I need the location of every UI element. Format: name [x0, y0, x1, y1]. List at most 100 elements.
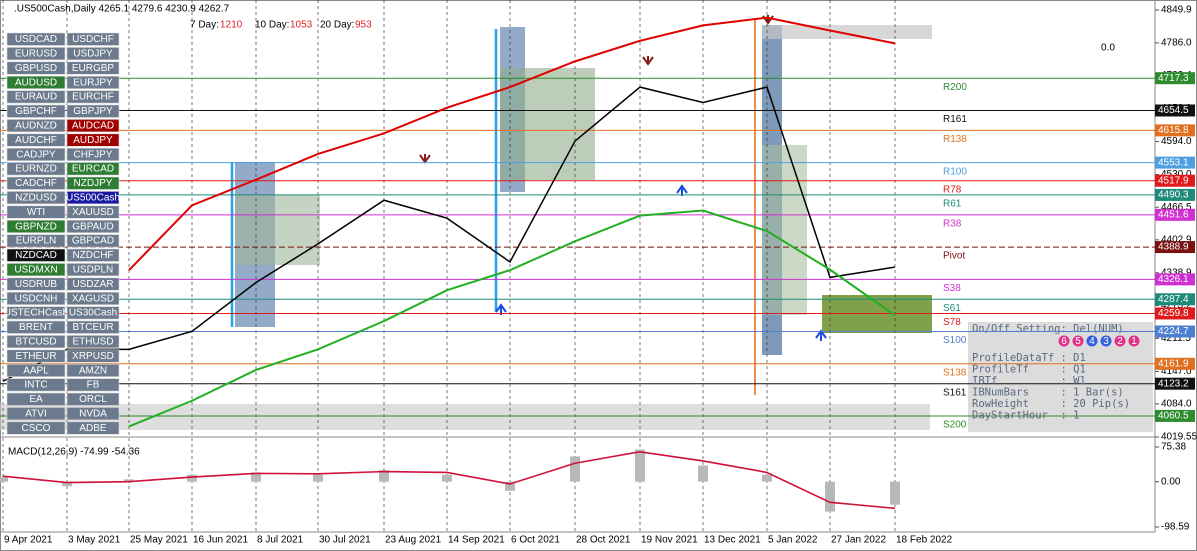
symbol-button[interactable] [66, 133, 120, 147]
symbol-button[interactable] [66, 363, 120, 378]
toggle[interactable] [1086, 335, 1098, 347]
symbol-button[interactable] [6, 421, 66, 435]
symbol-button-label[interactable]: USDPLN [73, 265, 114, 276]
symbol-button-label[interactable]: USDCAD [15, 34, 57, 45]
symbol-button-label[interactable]: ORCL [79, 394, 107, 405]
symbol-button-label[interactable]: BTCEUR [72, 322, 113, 333]
symbol-button[interactable] [6, 363, 66, 378]
symbol-button-label[interactable]: GBPCHF [15, 106, 57, 117]
toggle-label[interactable]: 2 [1117, 336, 1123, 347]
symbol-button[interactable] [6, 306, 66, 320]
symbol-button-label[interactable]: GBPJPY [73, 106, 113, 117]
symbol-button[interactable] [66, 349, 120, 363]
symbol-button[interactable] [66, 47, 120, 61]
symbol-button-label[interactable]: EURCAD [72, 164, 114, 175]
symbol-button[interactable] [6, 219, 66, 233]
symbol-button[interactable] [66, 191, 120, 205]
symbol-button[interactable] [6, 147, 66, 161]
symbol-button[interactable] [6, 349, 66, 363]
symbol-button-label[interactable]: CSCO [22, 423, 51, 434]
symbol-button[interactable] [6, 320, 66, 334]
symbol-button[interactable] [66, 291, 120, 306]
symbol-button[interactable] [66, 104, 120, 118]
symbol-button-label[interactable]: EURAUD [15, 92, 57, 103]
symbol-button-label[interactable]: AMZN [79, 365, 107, 376]
toggle[interactable] [1128, 335, 1140, 347]
symbol-button-label[interactable]: BTCUSD [15, 337, 56, 348]
toggle-label[interactable]: 3 [1103, 336, 1109, 347]
symbol-button-label[interactable]: GBPUSD [15, 63, 57, 74]
symbol-button[interactable] [6, 191, 66, 205]
symbol-button[interactable] [6, 277, 66, 291]
symbol-button-label[interactable]: XRPUSD [72, 351, 114, 362]
symbol-button-label[interactable]: WTI [27, 207, 45, 218]
symbol-button[interactable] [66, 248, 120, 262]
symbol-button[interactable] [6, 90, 66, 104]
symbol-button-label[interactable]: NZDUSD [15, 193, 57, 204]
symbol-button[interactable] [6, 176, 66, 190]
symbol-button-label[interactable]: AUDUSD [15, 77, 57, 88]
symbol-button-label[interactable]: GBPAUD [72, 221, 114, 232]
symbol-button[interactable] [6, 392, 66, 406]
symbol-button[interactable] [66, 234, 120, 248]
symbol-button[interactable] [66, 176, 120, 190]
symbol-button-label[interactable]: XAUUSD [72, 207, 114, 218]
symbol-button-label[interactable]: USDCNH [15, 293, 58, 304]
symbol-button-label[interactable]: AAPL [23, 365, 49, 376]
symbol-button[interactable] [66, 205, 120, 219]
symbol-button-label[interactable]: AUDJPY [73, 135, 113, 146]
symbol-button[interactable] [6, 378, 66, 392]
symbol-button[interactable] [6, 291, 66, 306]
symbol-button-label[interactable]: US500Cash [66, 193, 120, 204]
symbol-button-label[interactable]: USDZAR [72, 279, 113, 290]
symbol-button-label[interactable]: AUDCAD [72, 121, 114, 132]
symbol-button-label[interactable]: XAGUSD [72, 293, 114, 304]
toggle[interactable] [1072, 335, 1084, 347]
symbol-button-label[interactable]: EA [29, 394, 43, 405]
symbol-button[interactable] [66, 90, 120, 104]
symbol-button[interactable] [6, 133, 66, 147]
symbol-button-label[interactable]: US30Cash [69, 308, 117, 319]
symbol-button-label[interactable]: AUDNZD [15, 121, 57, 132]
symbol-button-label[interactable]: NZDCAD [15, 250, 57, 261]
symbol-button[interactable] [6, 104, 66, 118]
toggle-label[interactable]: 5 [1075, 336, 1081, 347]
symbol-button[interactable] [6, 234, 66, 248]
symbol-button[interactable] [6, 407, 66, 421]
toggle-label[interactable]: 6 [1061, 336, 1067, 347]
toggle[interactable] [1100, 335, 1112, 347]
symbol-button[interactable] [66, 378, 120, 392]
symbol-button-label[interactable]: ATVI [25, 409, 46, 420]
symbol-button-label[interactable]: GBPCAD [72, 236, 114, 247]
symbol-button-label[interactable]: USDCHF [72, 34, 114, 45]
symbol-button[interactable] [6, 61, 66, 75]
symbol-button-label[interactable]: EURJPY [73, 77, 113, 88]
symbol-button[interactable] [66, 147, 120, 161]
symbol-button[interactable] [6, 162, 66, 176]
symbol-button-label[interactable]: CADJPY [16, 149, 56, 160]
symbol-button-label[interactable]: FB [87, 380, 100, 391]
symbol-button[interactable] [66, 407, 120, 421]
symbol-button-label[interactable]: CHFJPY [74, 149, 113, 160]
symbol-button[interactable] [66, 320, 120, 334]
symbol-button-label[interactable]: USDMXN [14, 265, 57, 276]
symbol-button-label[interactable]: CADCHF [15, 178, 57, 189]
symbol-button[interactable] [66, 306, 120, 320]
symbol-button[interactable] [6, 75, 66, 89]
symbol-button[interactable] [66, 277, 120, 291]
symbol-button[interactable] [66, 219, 120, 233]
toggle-label[interactable]: 4 [1089, 336, 1095, 347]
symbol-button-label[interactable]: EURCHF [72, 92, 114, 103]
symbol-button[interactable] [66, 421, 120, 435]
symbol-button[interactable] [66, 162, 120, 176]
symbol-button[interactable] [6, 205, 66, 219]
symbol-button[interactable] [66, 263, 120, 277]
symbol-button[interactable] [66, 335, 120, 349]
symbol-button-label[interactable]: USDJPY [73, 49, 113, 60]
symbol-button-label[interactable]: NVDA [79, 409, 107, 420]
symbol-button-label[interactable]: ETHUSD [72, 337, 113, 348]
symbol-button-label[interactable]: NZDCHF [72, 250, 113, 261]
symbol-button-label[interactable]: INTC [24, 380, 47, 391]
symbol-button-label[interactable]: AUDCHF [15, 135, 57, 146]
symbol-button[interactable] [66, 61, 120, 75]
